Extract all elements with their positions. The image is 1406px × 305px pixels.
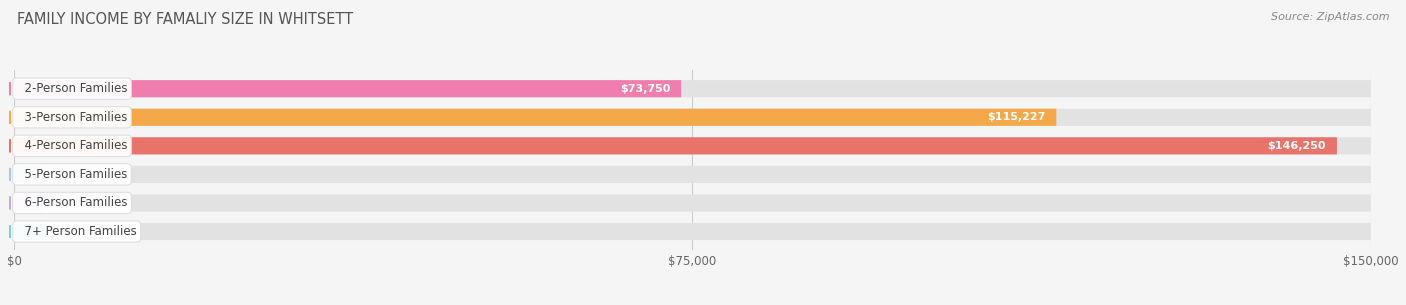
Text: 3-Person Families: 3-Person Families (17, 111, 127, 124)
FancyBboxPatch shape (14, 109, 1371, 126)
Text: 5-Person Families: 5-Person Families (17, 168, 127, 181)
Text: $0: $0 (59, 169, 73, 179)
FancyBboxPatch shape (14, 166, 1371, 183)
Text: $146,250: $146,250 (1268, 141, 1326, 151)
Text: 7+ Person Families: 7+ Person Families (17, 225, 136, 238)
FancyBboxPatch shape (14, 194, 1371, 212)
FancyBboxPatch shape (14, 80, 1371, 97)
FancyBboxPatch shape (14, 223, 46, 240)
Text: 2-Person Families: 2-Person Families (17, 82, 128, 95)
Text: FAMILY INCOME BY FAMALIY SIZE IN WHITSETT: FAMILY INCOME BY FAMALIY SIZE IN WHITSET… (17, 12, 353, 27)
FancyBboxPatch shape (14, 166, 46, 183)
FancyBboxPatch shape (14, 194, 46, 212)
Text: Source: ZipAtlas.com: Source: ZipAtlas.com (1271, 12, 1389, 22)
FancyBboxPatch shape (14, 223, 1371, 240)
FancyBboxPatch shape (14, 80, 681, 97)
Text: 6-Person Families: 6-Person Families (17, 196, 128, 210)
FancyBboxPatch shape (14, 137, 1337, 154)
Text: $73,750: $73,750 (620, 84, 671, 94)
Text: $0: $0 (59, 198, 73, 208)
FancyBboxPatch shape (14, 109, 1056, 126)
Text: $115,227: $115,227 (987, 112, 1046, 122)
Text: 4-Person Families: 4-Person Families (17, 139, 128, 152)
Text: $0: $0 (59, 227, 73, 237)
FancyBboxPatch shape (14, 137, 1371, 154)
